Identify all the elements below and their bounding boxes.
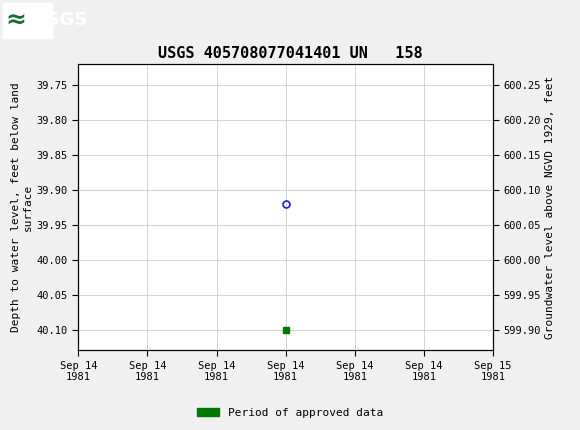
Text: USGS: USGS	[32, 12, 87, 29]
Y-axis label: Depth to water level, feet below land
surface: Depth to water level, feet below land su…	[11, 83, 32, 332]
Text: ≈: ≈	[6, 9, 27, 32]
Text: USGS 405708077041401 UN   158: USGS 405708077041401 UN 158	[158, 46, 422, 61]
Legend: Period of approved data: Period of approved data	[193, 403, 387, 422]
Y-axis label: Groundwater level above NGVD 1929, feet: Groundwater level above NGVD 1929, feet	[545, 76, 555, 339]
FancyBboxPatch shape	[3, 3, 52, 37]
